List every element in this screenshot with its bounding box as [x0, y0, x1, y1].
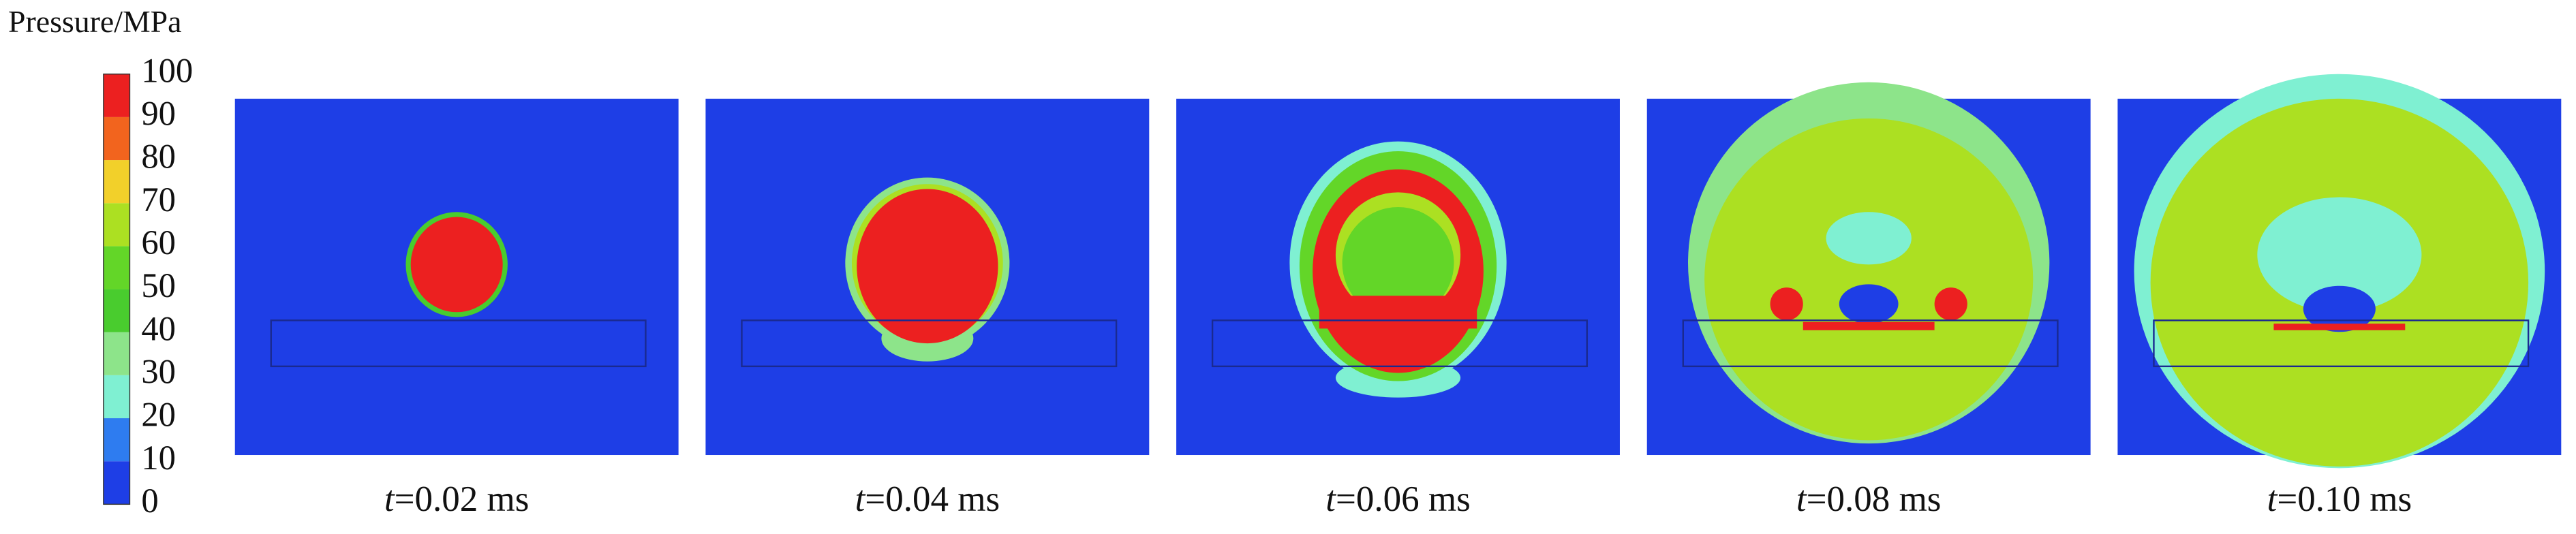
colorbar-tick-label: 90: [141, 95, 176, 133]
colorbar-segment: [103, 375, 130, 419]
time-value: =0.02 ms: [395, 480, 530, 519]
pressure-contour: [1704, 118, 2034, 441]
pressure-contour: [1934, 287, 1967, 321]
time-variable: t: [384, 480, 395, 519]
colorbar-tick-label: 20: [141, 396, 176, 434]
colorbar-tick-label: 100: [141, 51, 193, 89]
colorbar-segment: [103, 203, 130, 247]
colorbar-segment: [103, 246, 130, 289]
pressure-contour: [1319, 296, 1477, 329]
pressure-contour: [1826, 212, 1912, 265]
colorbar-segment: [103, 160, 130, 204]
colorbar-tick-label: 50: [141, 266, 176, 304]
time-variable: t: [855, 480, 866, 519]
pressure-contour: [857, 189, 998, 344]
panel-label: t=0.10 ms: [2267, 480, 2412, 519]
plate-outline: [1682, 319, 2059, 368]
plate-outline: [2153, 319, 2530, 368]
pressure-contour: [2257, 197, 2422, 313]
colorbar-segment: [103, 289, 130, 332]
colorbar-tick-label: 40: [141, 309, 176, 347]
colorbar-frame: [103, 74, 131, 505]
plate-outline: [270, 319, 647, 368]
plate-outline: [741, 319, 1118, 368]
time-value: =0.08 ms: [1807, 480, 1942, 519]
panel: [2117, 74, 2562, 469]
colorbar-segment: [103, 116, 130, 161]
colorbar-tick-label: 70: [141, 180, 176, 219]
colorbar-tick-label: 80: [141, 138, 176, 176]
time-variable: t: [1796, 480, 1807, 519]
time-value: =0.04 ms: [865, 480, 1000, 519]
time-variable: t: [1325, 480, 1336, 519]
plate-outline: [1211, 319, 1588, 368]
colorbar-tick-label: 10: [141, 439, 176, 477]
panel: [705, 98, 1150, 456]
colorbar-tick-label: 60: [141, 223, 176, 262]
time-variable: t: [2267, 480, 2278, 519]
panel-label: t=0.04 ms: [855, 480, 1000, 519]
pressure-contour: [1803, 321, 1935, 330]
colorbar-segment: [103, 461, 130, 505]
time-value: =0.10 ms: [2277, 480, 2412, 519]
pressure-contour: [410, 217, 503, 313]
pressure-contour: [2273, 324, 2406, 330]
pressure-contour: [1770, 287, 1803, 321]
panel-label: t=0.08 ms: [1796, 480, 1942, 519]
colorbar-segment: [103, 74, 130, 117]
colorbar-title: Pressure/MPa: [8, 4, 181, 39]
panel: [1646, 82, 2091, 456]
time-value: =0.06 ms: [1336, 480, 1471, 519]
panel-label: t=0.02 ms: [384, 480, 530, 519]
pressure-contour: [1839, 284, 1899, 324]
colorbar-segment: [103, 418, 130, 462]
colorbar-tick-label: 0: [141, 482, 158, 520]
colorbar-tick-label: 30: [141, 352, 176, 390]
colorbar-segment: [103, 332, 130, 375]
pressure-contour: [1342, 207, 1454, 319]
panel-label: t=0.06 ms: [1325, 480, 1471, 519]
panel: [234, 98, 679, 456]
panel: [1176, 98, 1620, 456]
